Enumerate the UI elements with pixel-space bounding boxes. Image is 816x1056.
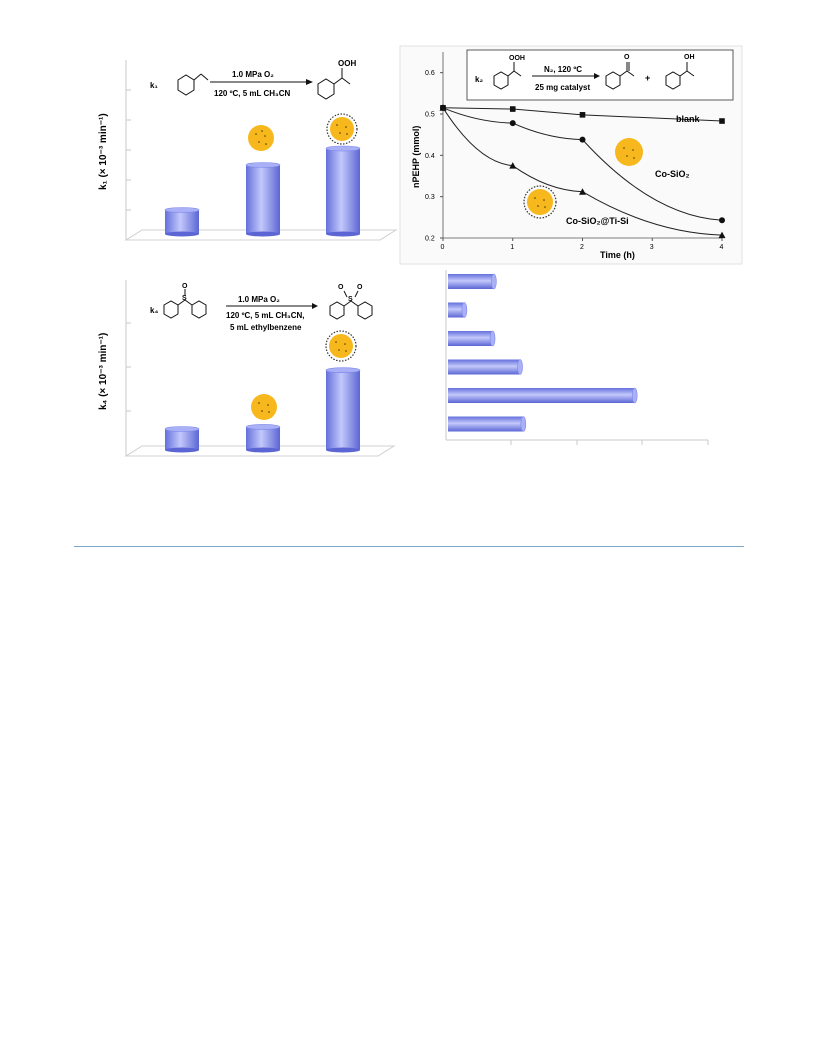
k4-bar-2	[325, 367, 361, 453]
panel-c-sulfoxide-o: O	[182, 283, 188, 290]
y-tick-label: 0.5	[425, 112, 435, 119]
cosio2-tisi-particle-icon	[326, 113, 358, 145]
point-square	[579, 112, 586, 118]
x-tick-label: 3	[650, 244, 654, 251]
cosio2-particle-icon-b	[615, 138, 643, 166]
panel-b-conditions-bottom: 25 mg catalyst	[535, 83, 590, 92]
panel-b: 0 1 2 3 4 0.2 0.3 0.4 0.5 0.6 nPEHP (mmol) Time (…	[399, 45, 743, 265]
panel-a-arrowhead	[306, 79, 313, 85]
series-label-cosio2-tisi: Co-SiO₂@Ti-Si	[566, 216, 629, 226]
k4-bar-1	[245, 424, 281, 453]
x-tick-label: 2	[580, 244, 584, 251]
panel-d-ticks	[510, 440, 709, 445]
panel-b-plus: +	[645, 73, 650, 83]
panel-b-arrowhead	[594, 73, 600, 79]
series-line-1	[442, 107, 723, 221]
y-tick-label: 0.2	[425, 236, 435, 243]
series-line-0	[442, 107, 723, 122]
panel-a-reagent-label: OOH	[338, 59, 356, 68]
panel-c-rate-label: k₄	[150, 306, 158, 315]
horizontal-bar-3	[448, 359, 523, 375]
panel-d	[445, 270, 709, 445]
point-circle	[719, 217, 725, 224]
panel-a-conditions-bottom: 120 ºC, 5 mL CH₃CN	[214, 89, 290, 98]
panel-b-xlabel: Time (h)	[600, 250, 635, 260]
point-square	[509, 106, 516, 112]
hydroperoxide-structure-b	[493, 62, 522, 90]
panel-a-rate-label: k₁	[150, 81, 158, 90]
point-circle	[509, 120, 516, 127]
panel-a-ticks	[126, 89, 131, 211]
y-tick-label: 0.3	[425, 194, 435, 201]
point-triangle	[718, 231, 726, 239]
panel-b-scheme-box	[466, 49, 734, 101]
panel-c-floor	[124, 445, 396, 457]
panel-c-conditions-2: 120 ºC, 5 mL CH₃CN,	[226, 311, 305, 320]
panel-b-rate-label: k₂	[475, 75, 483, 84]
sulfoxide-structure	[163, 289, 207, 319]
panel-c-arrowhead	[312, 303, 318, 309]
panel-d-bars	[448, 273, 638, 432]
point-square	[719, 118, 725, 124]
cosio2-tisi-particle-icon-b	[523, 185, 557, 219]
point-triangle	[439, 104, 447, 111]
series-label-blank: blank	[676, 114, 701, 124]
panel-c-sulfone-o2: O	[357, 284, 363, 291]
y-tick-label: 0.6	[425, 70, 435, 77]
panel-a-ylabel: k₁ (× 10⁻³ min⁻¹)	[98, 113, 109, 190]
point-circle	[579, 136, 586, 143]
k1-bar-0	[164, 207, 200, 237]
panel-b-ylabel: nPEHP (mmol)	[411, 126, 421, 188]
point-triangle	[579, 188, 586, 195]
panel-c-conditions-3: 5 mL ethylbenzene	[230, 323, 302, 332]
series-line-2	[442, 107, 723, 236]
horizontal-bar-5	[448, 416, 527, 432]
panel-b-plot: 0 1 2 3 4 0.2 0.3 0.4 0.5 0.6	[425, 52, 726, 251]
panel-c-ticks	[126, 322, 131, 412]
panel-c: k₄ (× 10⁻³ min⁻¹) k₄ S O 1.0 MPa O₂ 120 …	[98, 280, 396, 457]
x-tick-label: 1	[510, 244, 514, 251]
panel-c-ylabel: k₄ (× 10⁻³ min⁻¹)	[98, 333, 109, 410]
panel-a-floor	[124, 229, 398, 241]
panel-a: k₁ (× 10⁻³ min⁻¹) k₁ 1.0 MPa O₂ 120 ºC, …	[98, 59, 398, 241]
y-tick-label: 0.4	[425, 153, 435, 160]
cosio2-tisi-particle-icon-c	[325, 330, 357, 362]
k1-bar-2	[325, 145, 361, 237]
point-triangle	[509, 162, 517, 169]
k4-bar-0	[164, 426, 200, 453]
panel-a-conditions-top: 1.0 MPa O₂	[232, 70, 274, 79]
cosio2-particle-icon-c	[251, 394, 277, 420]
panel-b-product1-label: O	[624, 54, 630, 61]
panel-b-product2-label: OH	[684, 54, 695, 61]
k1-bar-1	[245, 162, 281, 237]
page-divider	[74, 546, 744, 547]
phenylethanol-structure	[665, 62, 695, 90]
x-tick-label: 0	[441, 244, 445, 251]
x-tick-label: 4	[720, 244, 724, 251]
cosio2-particle-icon	[248, 125, 274, 151]
panel-c-sulfone-o1: O	[338, 284, 344, 291]
horizontal-bar-2	[448, 330, 496, 347]
series-label-cosio2: Co-SiO₂	[655, 169, 690, 179]
panel-c-conditions-1: 1.0 MPa O₂	[238, 295, 280, 304]
panel-c-sulfoxide-s: S	[182, 295, 187, 302]
ethylbenzene-structure	[177, 73, 209, 96]
panel-c-sulfone-s: S	[348, 296, 353, 303]
panel-b-conditions-top: N₂, 120 ºC	[544, 65, 582, 74]
panel-b-reagent-label: OOH	[509, 55, 525, 62]
panel-c-bars	[164, 367, 361, 453]
sulfone-structure	[329, 290, 373, 320]
hydroperoxide-structure	[317, 68, 351, 100]
horizontal-bar-1	[448, 302, 468, 318]
horizontal-bar-0	[448, 273, 497, 290]
figure-svg: k₁ (× 10⁻³ min⁻¹) k₁ 1.0 MPa O₂ 120 ºC, …	[98, 45, 743, 457]
acetophenone-structure	[605, 62, 635, 90]
panel-a-bars	[164, 145, 361, 237]
figure: k₁ (× 10⁻³ min⁻¹) k₁ 1.0 MPa O₂ 120 ºC, …	[98, 45, 743, 457]
horizontal-bar-4	[448, 387, 638, 404]
